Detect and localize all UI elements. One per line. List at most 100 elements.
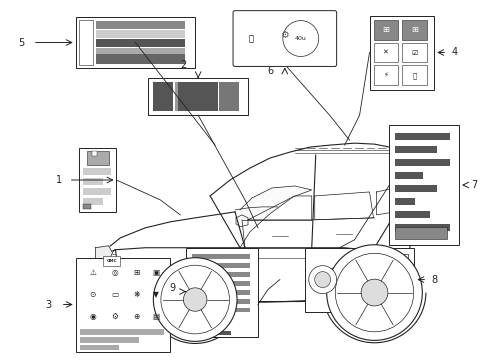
Polygon shape — [408, 200, 415, 228]
Circle shape — [335, 253, 413, 332]
Bar — [192, 289, 249, 294]
Circle shape — [326, 245, 422, 340]
Text: ▼: ▼ — [153, 290, 159, 299]
Circle shape — [308, 266, 336, 293]
Bar — [95, 54, 185, 64]
Text: 🏆: 🏆 — [248, 34, 253, 43]
Text: ▤: ▤ — [152, 312, 160, 321]
Bar — [192, 280, 249, 285]
Text: 8: 8 — [430, 275, 436, 285]
Bar — [192, 316, 222, 321]
Bar — [344, 276, 405, 284]
Bar — [192, 254, 249, 259]
Bar — [395, 133, 449, 140]
Text: ⊙: ⊙ — [89, 290, 96, 299]
Bar — [76, 17, 195, 68]
Bar — [388, 125, 458, 245]
Bar — [95, 39, 185, 46]
Bar — [344, 265, 407, 273]
Circle shape — [314, 272, 330, 288]
Text: 3: 3 — [45, 300, 52, 310]
Text: 6: 6 — [267, 67, 273, 76]
Text: 40u: 40u — [294, 36, 306, 41]
Text: 4: 4 — [450, 48, 456, 58]
Circle shape — [161, 265, 229, 334]
Text: 7: 7 — [470, 180, 476, 190]
Bar — [389, 254, 407, 306]
Bar — [395, 198, 414, 205]
Bar — [344, 254, 408, 262]
Text: 5: 5 — [18, 37, 24, 48]
Bar — [178, 82, 218, 111]
Bar — [402, 20, 427, 40]
Bar — [402, 42, 427, 62]
Bar — [344, 298, 401, 306]
Bar — [192, 263, 249, 268]
Bar — [80, 345, 119, 350]
Bar — [192, 298, 249, 303]
Circle shape — [153, 258, 237, 341]
Bar — [373, 66, 398, 85]
Bar — [82, 188, 110, 195]
Text: ▣: ▣ — [152, 268, 160, 277]
Bar — [80, 329, 164, 336]
Text: ⚡: ⚡ — [382, 72, 387, 78]
Text: ✕: ✕ — [382, 49, 387, 55]
Text: ◎: ◎ — [111, 268, 118, 277]
Bar — [192, 307, 249, 312]
Bar — [82, 168, 110, 175]
Bar — [219, 82, 239, 111]
Text: ⚠: ⚠ — [89, 268, 96, 277]
Text: ⚙: ⚙ — [111, 312, 118, 321]
Bar — [395, 146, 436, 153]
Ellipse shape — [104, 272, 116, 278]
Text: GMC: GMC — [106, 259, 117, 263]
Polygon shape — [240, 186, 311, 248]
Bar — [95, 30, 185, 37]
Circle shape — [282, 21, 318, 57]
Bar — [373, 42, 398, 62]
Bar — [395, 224, 449, 231]
Bar — [148, 78, 247, 115]
Bar — [95, 57, 185, 64]
Bar — [153, 82, 173, 111]
Text: ⊞: ⊞ — [133, 268, 139, 277]
Text: ☑: ☑ — [410, 49, 417, 55]
Bar — [304, 248, 413, 312]
Bar — [82, 204, 90, 209]
Text: ⚙: ⚙ — [280, 30, 288, 40]
Text: ▭: ▭ — [111, 290, 118, 299]
Bar — [86, 151, 108, 165]
Bar — [395, 172, 423, 179]
Bar — [395, 227, 447, 239]
Bar — [95, 21, 185, 28]
Bar — [395, 211, 429, 218]
Bar — [402, 66, 427, 85]
Text: ◉: ◉ — [89, 312, 96, 321]
Bar — [369, 15, 433, 90]
Polygon shape — [95, 246, 112, 262]
Circle shape — [360, 279, 387, 306]
Bar — [216, 332, 230, 336]
Bar — [91, 151, 96, 156]
Bar — [79, 148, 116, 212]
Text: ⊞: ⊞ — [381, 25, 388, 34]
Text: ⊕: ⊕ — [133, 312, 139, 321]
Text: 1: 1 — [56, 175, 61, 185]
Text: ⊞: ⊞ — [410, 25, 417, 34]
Text: 2: 2 — [180, 60, 186, 71]
Bar — [373, 20, 398, 40]
Text: ❋: ❋ — [133, 290, 139, 299]
Bar — [395, 185, 436, 192]
Bar — [80, 337, 139, 343]
Text: 🔧: 🔧 — [411, 72, 416, 79]
Bar — [82, 198, 102, 205]
Bar — [197, 82, 217, 111]
FancyBboxPatch shape — [233, 11, 336, 67]
Bar — [175, 82, 195, 111]
Bar — [79, 20, 92, 66]
Bar — [395, 159, 449, 166]
Circle shape — [183, 288, 206, 311]
Text: 9: 9 — [169, 283, 175, 293]
Bar — [82, 178, 102, 185]
